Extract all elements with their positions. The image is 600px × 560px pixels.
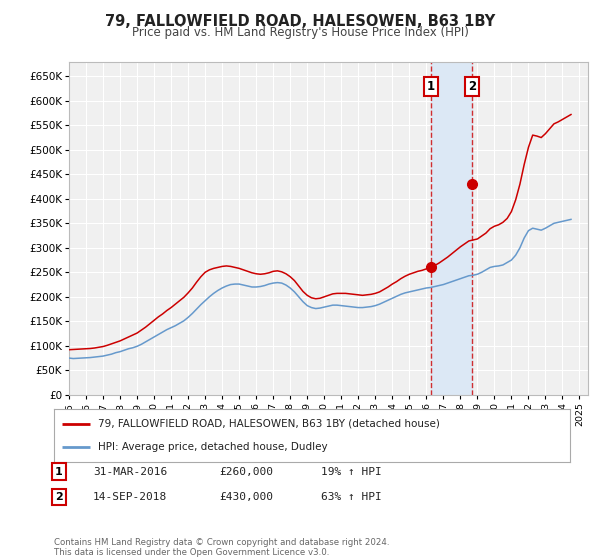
Text: 14-SEP-2018: 14-SEP-2018 (93, 492, 167, 502)
Text: £260,000: £260,000 (219, 466, 273, 477)
Text: 1: 1 (427, 80, 434, 93)
Bar (431, 62, 472, 395)
Text: 63% ↑ HPI: 63% ↑ HPI (321, 492, 382, 502)
Text: 31-MAR-2016: 31-MAR-2016 (93, 466, 167, 477)
Text: HPI: Average price, detached house, Dudley: HPI: Average price, detached house, Dudl… (98, 442, 328, 452)
Text: 2: 2 (55, 492, 62, 502)
Text: Price paid vs. HM Land Registry's House Price Index (HPI): Price paid vs. HM Land Registry's House … (131, 26, 469, 39)
Text: 19% ↑ HPI: 19% ↑ HPI (321, 466, 382, 477)
Text: £430,000: £430,000 (219, 492, 273, 502)
Text: 2: 2 (469, 80, 476, 93)
Text: 79, FALLOWFIELD ROAD, HALESOWEN, B63 1BY: 79, FALLOWFIELD ROAD, HALESOWEN, B63 1BY (105, 14, 495, 29)
Text: Contains HM Land Registry data © Crown copyright and database right 2024.
This d: Contains HM Land Registry data © Crown c… (54, 538, 389, 557)
Text: 79, FALLOWFIELD ROAD, HALESOWEN, B63 1BY (detached house): 79, FALLOWFIELD ROAD, HALESOWEN, B63 1BY… (98, 419, 440, 429)
Text: 1: 1 (55, 466, 62, 477)
